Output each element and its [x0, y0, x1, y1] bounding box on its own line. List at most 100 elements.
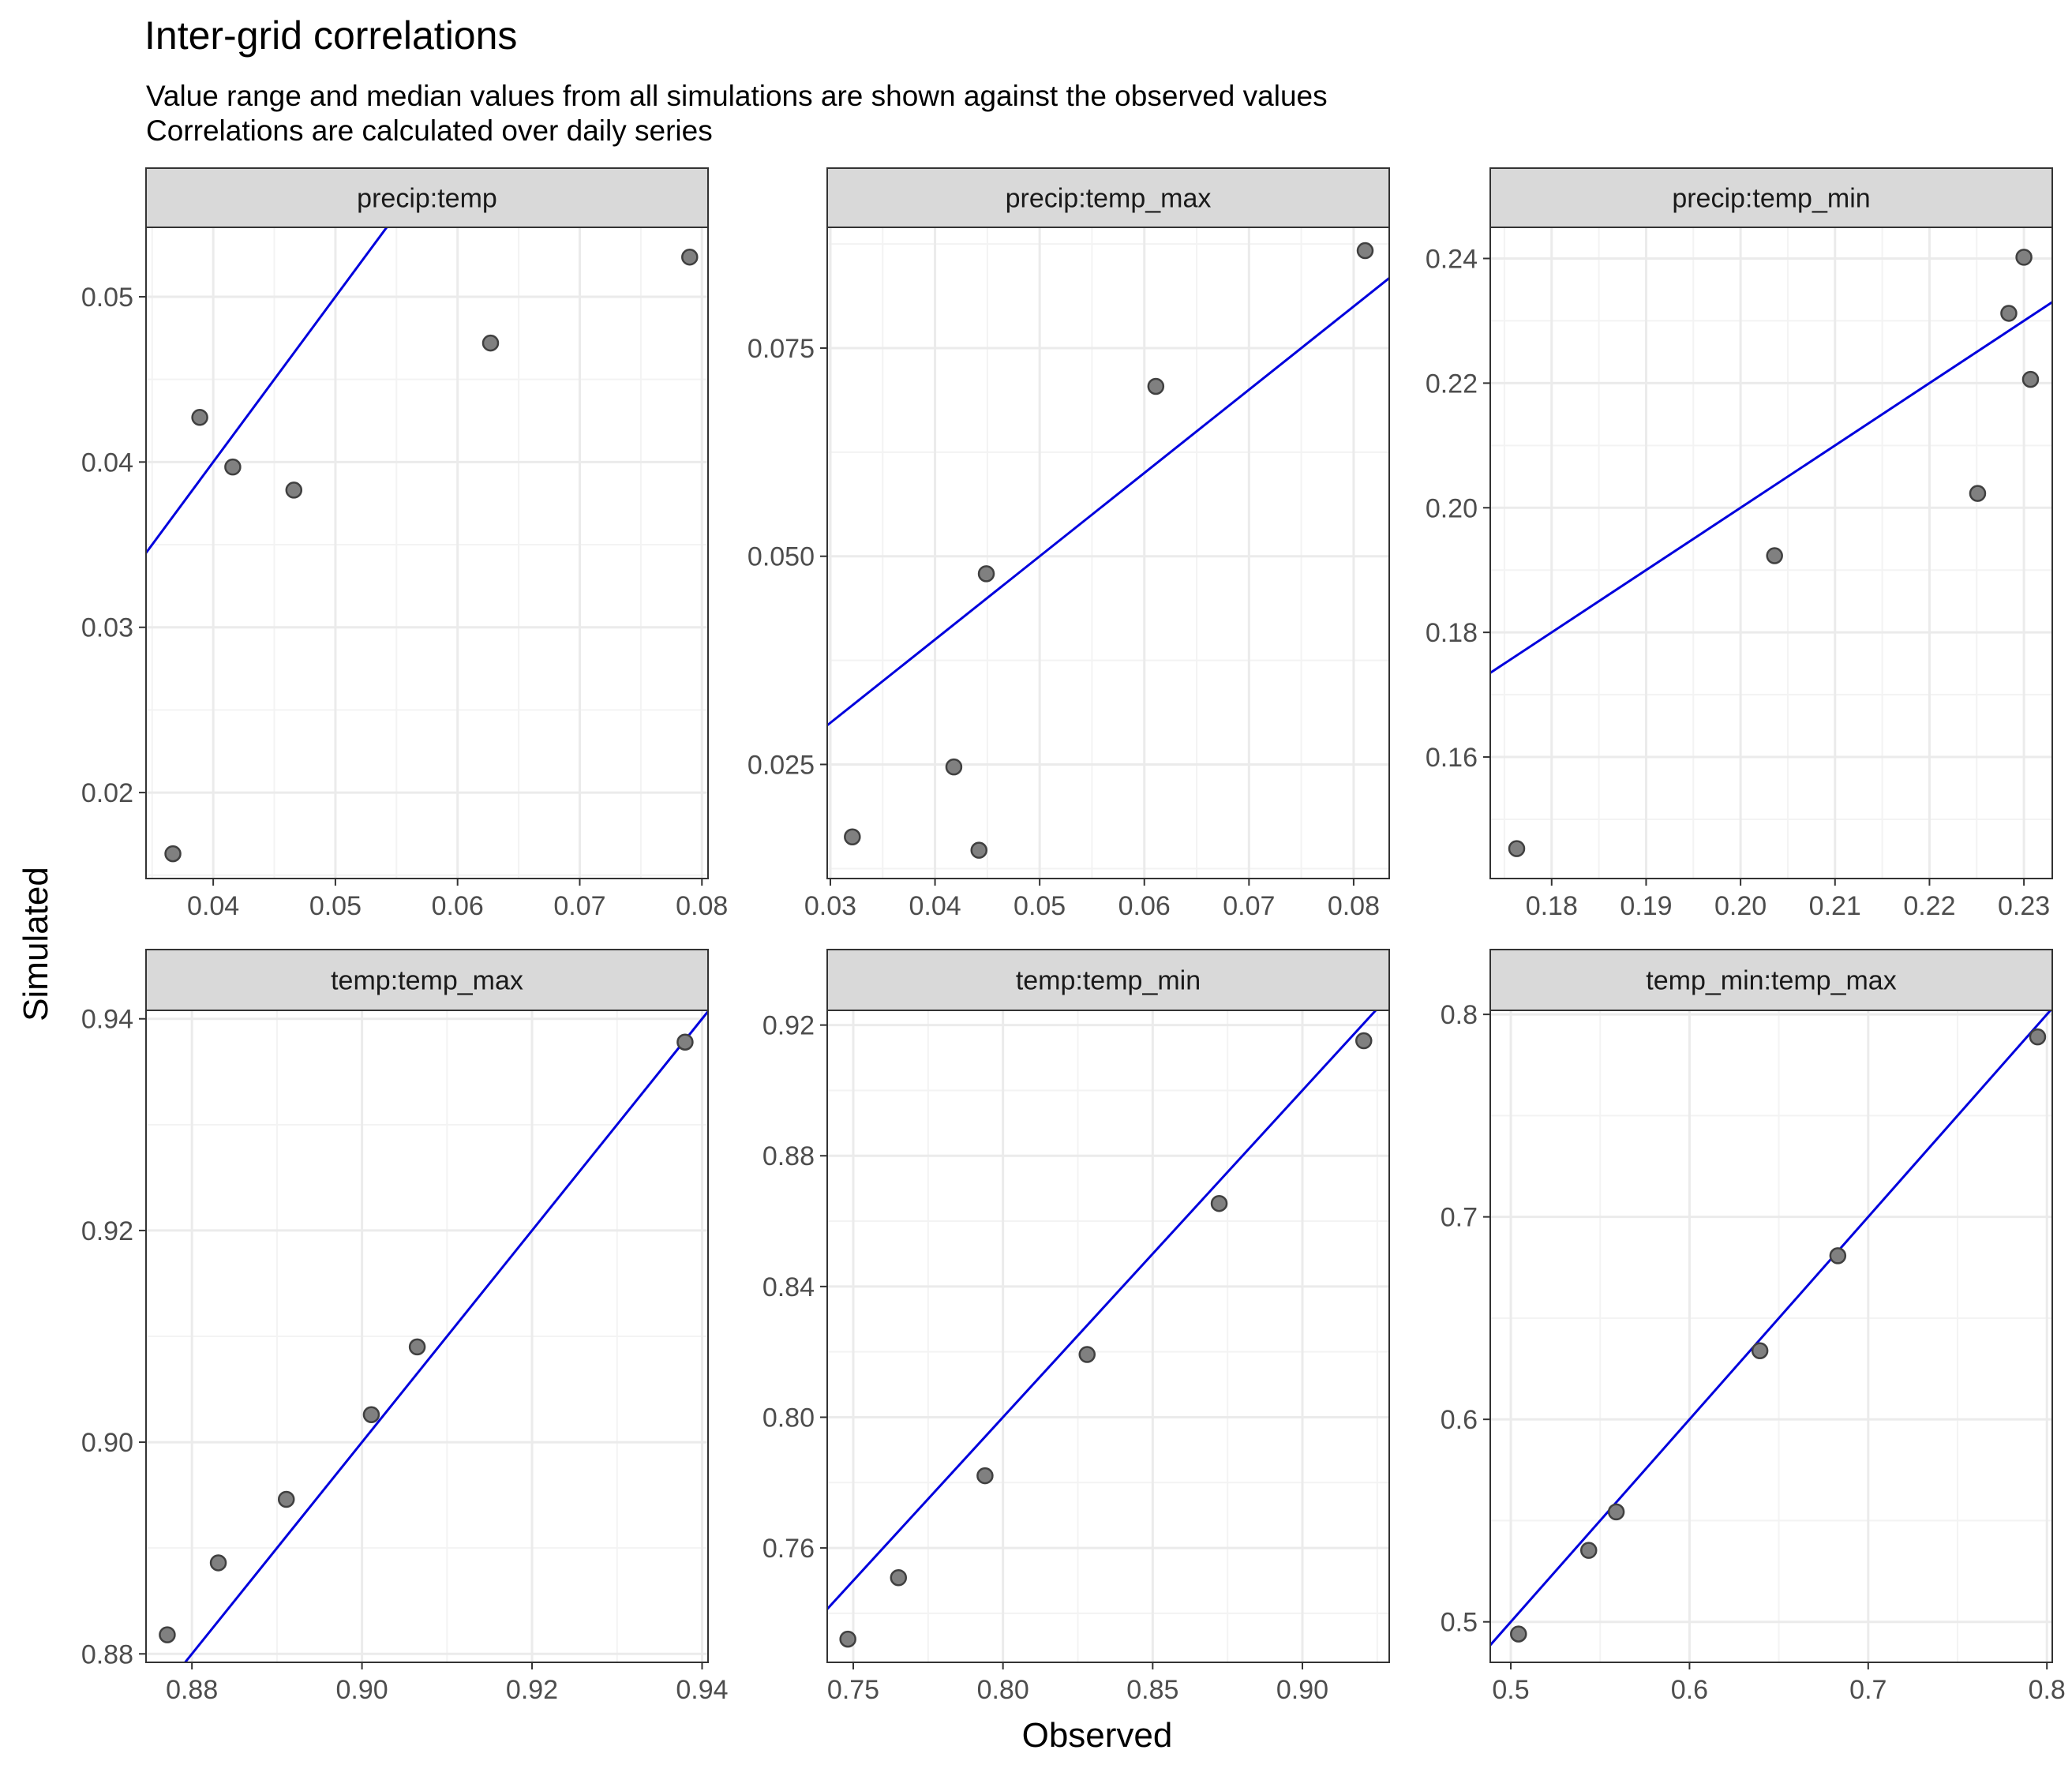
y-tick-label: 0.94 — [81, 1005, 133, 1035]
facet-strip — [145, 949, 709, 1011]
identity-line — [827, 276, 1389, 727]
x-tick-label: 0.5 — [1492, 1675, 1529, 1705]
x-tick-label: 0.90 — [336, 1675, 388, 1705]
x-tick-label: 0.20 — [1714, 891, 1767, 921]
data-point — [1356, 242, 1374, 260]
y-tick-label: 0.22 — [1426, 369, 1478, 399]
x-tick-label: 0.80 — [977, 1675, 1029, 1705]
x-tick-label: 0.04 — [909, 891, 961, 921]
y-tick-label: 0.92 — [81, 1216, 133, 1246]
data-point — [844, 828, 861, 846]
x-tick-label: 0.23 — [1998, 891, 2050, 921]
facet-strip — [826, 167, 1390, 228]
panel-temp-temp-max: 0.88 0.90 0.92 0.94 0.88 0.90 0.92 0.94 temp:tem… — [81, 949, 729, 1705]
data-point — [285, 481, 303, 499]
chart-subtitle-line-1: Value range and median values from all s… — [146, 80, 1328, 112]
x-tick-label: 0.21 — [1809, 891, 1861, 921]
data-point — [408, 1338, 426, 1356]
data-point — [1510, 1625, 1527, 1643]
plot-background — [1490, 1010, 2052, 1662]
identity-line — [827, 1010, 1377, 1611]
plot-background — [146, 227, 708, 879]
x-tick-label: 0.07 — [553, 891, 605, 921]
identity-line — [1490, 300, 2052, 675]
x-tick-label: 0.7 — [1849, 1675, 1887, 1705]
y-tick-label: 0.02 — [81, 778, 133, 808]
data-point — [1766, 547, 1783, 564]
data-point — [481, 334, 500, 352]
data-point — [1508, 840, 1526, 857]
x-tick-label: 0.90 — [1276, 1675, 1328, 1705]
data-point — [1751, 1342, 1769, 1359]
data-point — [277, 1490, 295, 1508]
x-tick-label: 0.22 — [1903, 891, 1955, 921]
plot-background — [827, 227, 1389, 879]
data-point — [1829, 1247, 1847, 1265]
data-point — [681, 248, 699, 266]
data-point — [1078, 1346, 1096, 1363]
data-point — [209, 1554, 227, 1572]
x-tick-label: 0.6 — [1671, 1675, 1708, 1705]
facet-strip-label: temp:temp_max — [331, 966, 523, 996]
x-tick-label: 0.18 — [1526, 891, 1578, 921]
facet-strip — [826, 949, 1390, 1011]
y-tick-label: 0.84 — [762, 1272, 815, 1302]
data-point — [2029, 1028, 2047, 1046]
plot-background — [827, 1010, 1389, 1662]
data-point — [839, 1630, 856, 1648]
y-tick-label: 0.90 — [81, 1428, 133, 1458]
facet-strip — [1489, 167, 2053, 228]
y-tick-label: 0.05 — [81, 283, 133, 313]
x-tick-label: 0.08 — [676, 891, 728, 921]
x-tick-label: 0.92 — [506, 1675, 558, 1705]
identity-line — [183, 1010, 708, 1662]
facet-strip-label: precip:temp_max — [1006, 184, 1212, 214]
y-tick-label: 0.16 — [1426, 743, 1478, 773]
data-point — [2000, 305, 2018, 322]
y-axis-title: Simulated — [17, 867, 55, 1021]
y-tick-label: 0.80 — [762, 1403, 815, 1433]
x-tick-label: 0.8 — [2029, 1675, 2066, 1705]
y-tick-label: 0.8 — [1441, 1000, 1478, 1030]
facet-strip-label: precip:temp — [357, 184, 497, 214]
y-tick-label: 0.92 — [762, 1011, 815, 1041]
y-tick-label: 0.6 — [1441, 1405, 1478, 1435]
identity-line — [146, 227, 388, 556]
data-point — [2015, 249, 2033, 266]
panel-temp-min-temp-max: 0.5 0.6 0.7 0.8 0.5 0.6 0.7 0.8 temp_min:temp_ma… — [1441, 949, 2066, 1705]
x-tick-label: 0.03 — [804, 891, 856, 921]
facet-panels: 0.04 0.05 0.06 0.07 0.08 0.02 0.03 0.04 0.05 prec… — [81, 167, 2066, 1705]
panel-precip-temp-max: 0.03 0.04 0.05 0.06 0.07 0.08 0.025 0.050 0.075 p… — [747, 167, 1390, 921]
y-tick-label: 0.20 — [1426, 493, 1478, 523]
x-tick-label: 0.75 — [827, 1675, 879, 1705]
data-point — [2021, 370, 2040, 388]
data-point — [976, 1467, 994, 1485]
data-point — [676, 1033, 694, 1051]
data-point — [970, 841, 988, 859]
facet-strip-label: temp:temp_min — [1016, 966, 1201, 996]
y-tick-label: 0.075 — [747, 334, 815, 364]
y-tick-label: 0.88 — [762, 1141, 815, 1171]
data-point — [1579, 1542, 1598, 1559]
x-tick-label: 0.85 — [1126, 1675, 1178, 1705]
x-tick-label: 0.94 — [676, 1675, 728, 1705]
x-tick-label: 0.08 — [1328, 891, 1380, 921]
y-tick-label: 0.050 — [747, 542, 815, 572]
panel-precip-temp: 0.04 0.05 0.06 0.07 0.08 0.02 0.03 0.04 0.05 prec… — [81, 167, 728, 921]
data-point — [890, 1569, 908, 1587]
y-tick-label: 0.03 — [81, 613, 133, 643]
x-tick-label: 0.04 — [187, 891, 239, 921]
panel-temp-temp-min: 0.75 0.80 0.85 0.90 0.76 0.80 0.84 0.88 0.92 temp… — [762, 949, 1390, 1705]
x-axis-title: Observed — [1022, 1716, 1173, 1755]
x-tick-label: 0.19 — [1620, 891, 1672, 921]
facet-strip — [145, 167, 709, 228]
x-tick-label: 0.06 — [1118, 891, 1171, 921]
data-point — [159, 1626, 176, 1643]
y-tick-label: 0.04 — [81, 448, 133, 478]
chart-subtitle-line-2: Correlations are calculated over daily s… — [146, 114, 713, 147]
y-tick-label: 0.76 — [762, 1534, 815, 1564]
data-point — [1147, 377, 1165, 395]
x-tick-label: 0.06 — [432, 891, 484, 921]
x-tick-label: 0.05 — [1014, 891, 1066, 921]
data-point — [362, 1406, 380, 1423]
